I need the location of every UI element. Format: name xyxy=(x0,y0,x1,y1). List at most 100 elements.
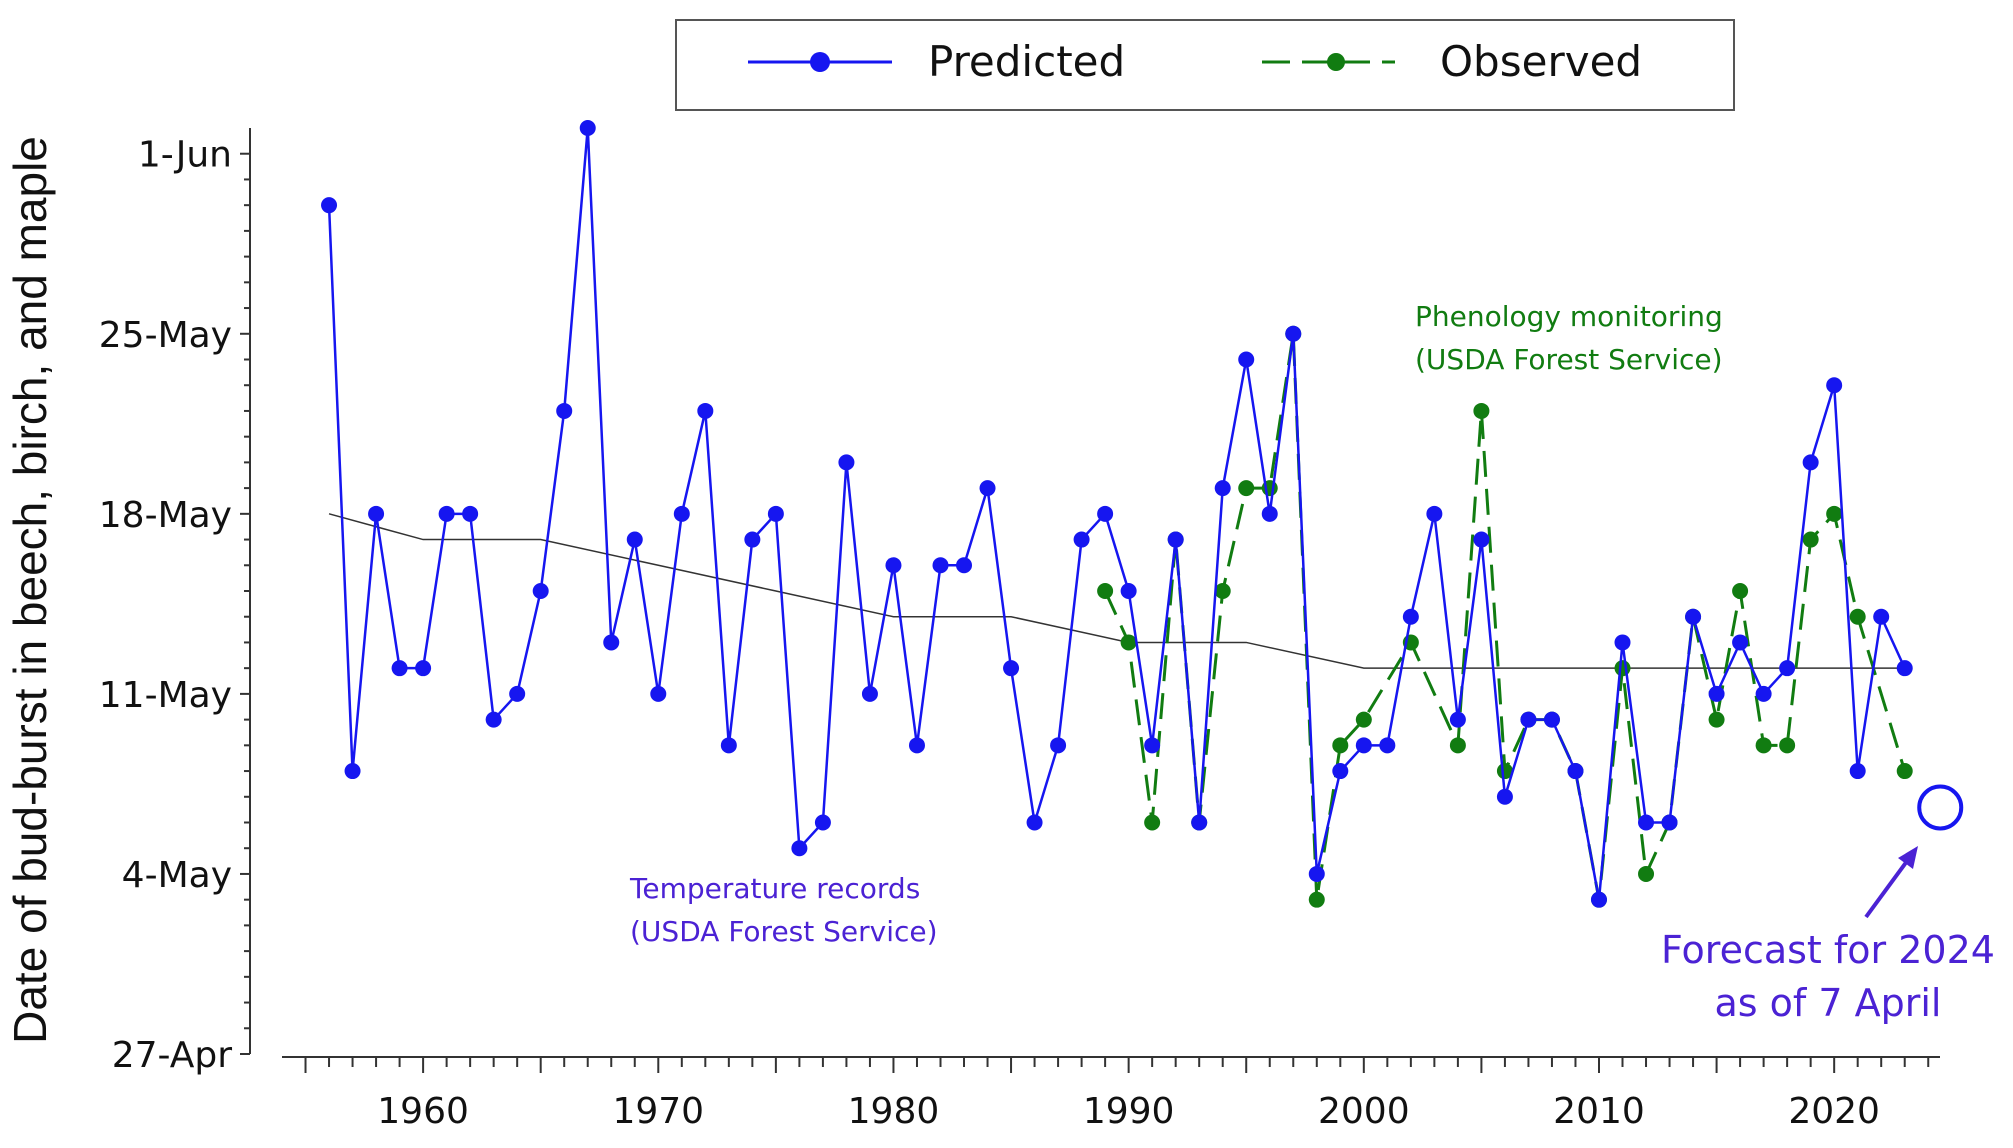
observed-point xyxy=(1826,505,1843,522)
predicted-point xyxy=(1285,325,1302,342)
predicted-point xyxy=(744,531,761,548)
predicted-point xyxy=(838,454,855,471)
predicted-point xyxy=(1261,505,1278,522)
x-tick-label: 2020 xyxy=(1788,1091,1880,1132)
predicted-point xyxy=(1167,531,1184,548)
observed-point xyxy=(1214,583,1231,599)
observed-point xyxy=(1779,737,1796,754)
predicted-point xyxy=(885,557,902,574)
observed-point xyxy=(1144,814,1161,831)
temperature-annotation-line-1: Temperature records xyxy=(629,872,920,905)
predicted-point xyxy=(321,197,338,214)
x-axis: 1960 1970 1980 1990 2000 2010 2020 xyxy=(282,1056,1940,1132)
x-tick-label: 1970 xyxy=(612,1091,704,1132)
forecast-label-line-1: Forecast for 2024 xyxy=(1661,928,1995,972)
predicted-point xyxy=(673,505,690,522)
predicted-point xyxy=(1614,634,1631,651)
predicted-point xyxy=(1402,608,1419,625)
y-tick-label: 27-Apr xyxy=(112,1035,232,1076)
temperature-annotation-line-2: (USDA Forest Service) xyxy=(630,915,938,948)
predicted-point xyxy=(1685,608,1702,625)
predicted-point xyxy=(1379,737,1396,754)
predicted-point xyxy=(415,660,432,677)
predicted-point xyxy=(1426,505,1443,522)
observed-point xyxy=(1449,737,1466,754)
observed-point xyxy=(1896,763,1913,780)
predicted-point xyxy=(956,557,973,574)
predicted-point xyxy=(1826,377,1843,394)
predicted-point xyxy=(1332,763,1349,780)
predicted-point xyxy=(1520,711,1537,728)
forecast-label-line-2: as of 7 April xyxy=(1715,981,1942,1025)
phenology-annotation: Phenology monitoring (USDA Forest Servic… xyxy=(1415,300,1723,376)
predicted-point xyxy=(1097,505,1114,522)
predicted-point xyxy=(1873,608,1890,625)
x-tick-label: 1960 xyxy=(377,1091,469,1132)
observed-point xyxy=(1708,711,1725,728)
predicted-point xyxy=(344,763,361,780)
predicted-point xyxy=(438,505,455,522)
predicted-point xyxy=(1802,454,1819,471)
predicted-point xyxy=(1073,531,1090,548)
legend-predicted-marker xyxy=(810,52,830,72)
trend-line xyxy=(328,513,1905,669)
x-tick-label: 2000 xyxy=(1318,1091,1410,1132)
predicted-point xyxy=(720,737,737,754)
y-tick-label: 4-May xyxy=(122,855,232,896)
x-tick-label: 2010 xyxy=(1553,1091,1645,1132)
observed-point xyxy=(1097,583,1114,599)
observed-point xyxy=(1802,531,1819,548)
observed-point xyxy=(1332,737,1349,754)
predicted-point xyxy=(1214,480,1231,497)
predicted-line xyxy=(327,127,1906,900)
y-axis-label: Date of bud-burst in beech, birch, and m… xyxy=(4,136,56,1044)
y-tick-label: 11-May xyxy=(99,675,232,716)
observed-line xyxy=(1103,333,1907,900)
observed-point xyxy=(1238,480,1255,497)
predicted-point xyxy=(861,685,878,702)
predicted-point xyxy=(556,402,573,419)
observed-point xyxy=(1755,737,1772,754)
predicted-point xyxy=(1567,763,1584,780)
observed-point xyxy=(1638,865,1655,882)
observed-point xyxy=(1120,634,1137,651)
predicted-point xyxy=(1238,351,1255,368)
predicted-point xyxy=(579,120,596,136)
legend-observed-marker xyxy=(1327,53,1345,71)
legend-observed-label: Observed xyxy=(1440,37,1642,86)
predicted-point xyxy=(1849,763,1866,780)
forecast-arrow-head xyxy=(1898,846,1918,869)
predicted-point xyxy=(1144,737,1161,754)
predicted-point xyxy=(1896,660,1913,677)
observed-point xyxy=(1355,711,1372,728)
predicted-point xyxy=(368,505,385,522)
predicted-point xyxy=(1050,737,1067,754)
legend: Predicted Observed xyxy=(675,19,1735,111)
forecast-group: Forecast for 2024 as of 7 April xyxy=(1661,784,1995,1025)
predicted-point xyxy=(509,685,526,702)
observed-point xyxy=(1308,891,1325,908)
predicted-point xyxy=(979,480,996,497)
predicted-point xyxy=(908,737,925,754)
predicted-point xyxy=(1355,737,1372,754)
predicted-point xyxy=(1003,660,1020,677)
predicted-point xyxy=(626,531,643,548)
predicted-point xyxy=(791,840,808,857)
x-tick-label: 1980 xyxy=(848,1091,940,1132)
phenology-annotation-line-2: (USDA Forest Service) xyxy=(1415,343,1723,376)
observed-point xyxy=(1849,608,1866,625)
y-tick-label: 1-Jun xyxy=(138,135,232,176)
predicted-point xyxy=(1755,685,1772,702)
observed-point xyxy=(1732,583,1749,599)
trend-layer xyxy=(328,513,1905,669)
predicted-point xyxy=(1308,865,1325,882)
observed-layer xyxy=(1097,325,1913,908)
predicted-point xyxy=(1543,711,1560,728)
predicted-point xyxy=(532,583,549,599)
x-tick-label: 1990 xyxy=(1083,1091,1175,1132)
predicted-point xyxy=(1590,891,1607,908)
forecast-arrow-shaft xyxy=(1864,855,1912,919)
observed-point xyxy=(1614,660,1631,677)
predicted-point xyxy=(697,402,714,419)
phenology-annotation-line-1: Phenology monitoring xyxy=(1415,300,1723,333)
